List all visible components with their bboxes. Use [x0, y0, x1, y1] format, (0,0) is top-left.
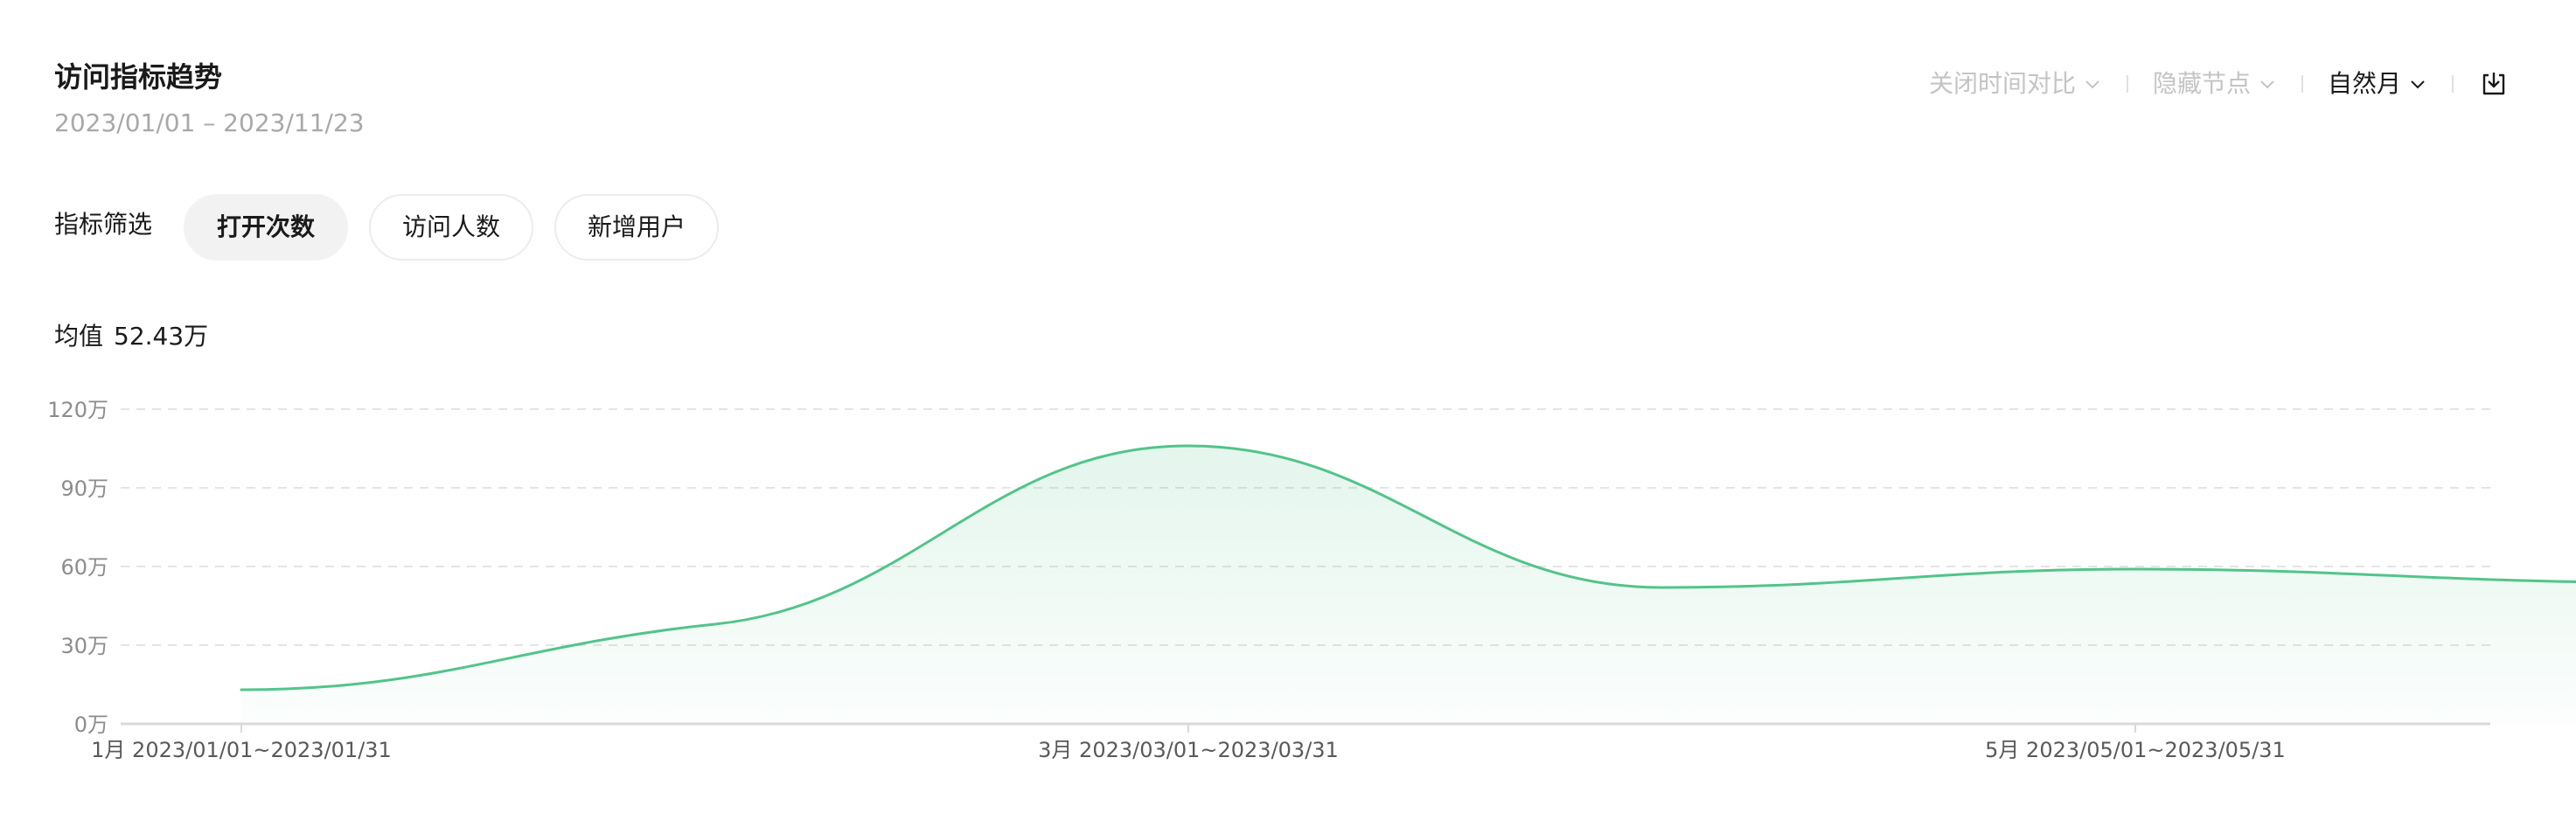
metric-filter-label: 指标筛选 — [54, 210, 153, 239]
y-tick-label: 0万 — [74, 712, 108, 737]
x-axis-ticks: 1月 2023/01/01~2023/01/31 3月 2023/03/01~20… — [91, 724, 2286, 762]
series-line — [240, 444, 2576, 692]
y-tick-label: 90万 — [60, 476, 108, 501]
download-button[interactable] — [2478, 68, 2510, 100]
y-tick-label: 30万 — [60, 634, 108, 658]
time-compare-dropdown[interactable]: 关闭时间对比 — [1929, 63, 2102, 105]
hide-nodes-dropdown[interactable]: 隐藏节点 — [2153, 63, 2277, 105]
x-tick-label: 5月 2023/05/01~2023/05/31 — [1985, 738, 2286, 762]
toolbar-divider — [2301, 75, 2303, 93]
metric-pill-new-users[interactable]: 新增用户 — [554, 194, 720, 261]
metric-pill-open-count[interactable]: 打开次数 — [184, 194, 349, 261]
metric-filter-group: 打开次数 访问人数 新增用户 — [184, 194, 720, 261]
page-title: 访问指标趋势 — [54, 60, 223, 94]
date-range: 2023/01/01 – 2023/11/23 — [54, 108, 365, 137]
chevron-down-icon — [2260, 80, 2274, 89]
chart-toolbar: 关闭时间对比 隐藏节点 自然月 — [1929, 63, 2510, 105]
series-area — [241, 446, 2576, 724]
toolbar-divider — [2126, 75, 2128, 93]
y-tick-label: 60万 — [60, 555, 108, 580]
mean-label: 均值 — [54, 322, 104, 351]
mean-summary: 均值 52.43万 — [54, 318, 208, 355]
granularity-dropdown[interactable]: 自然月 — [2328, 63, 2427, 105]
mean-value: 52.43万 — [114, 322, 209, 351]
metric-pill-visitors[interactable]: 访问人数 — [369, 194, 534, 261]
y-tick-label: 120万 — [47, 398, 108, 422]
time-compare-label: 关闭时间对比 — [1928, 69, 2076, 98]
granularity-label: 自然月 — [2327, 69, 2401, 98]
download-icon — [2482, 73, 2505, 95]
trend-line[interactable] — [240, 444, 2576, 692]
y-axis-ticks: 0万 30万 60万 90万 120万 — [47, 398, 108, 737]
toolbar-divider — [2452, 75, 2454, 93]
hide-nodes-label: 隐藏节点 — [2152, 69, 2251, 98]
chevron-down-icon — [2085, 80, 2099, 89]
chevron-down-icon — [2411, 80, 2425, 89]
x-tick-label: 1月 2023/01/01~2023/01/31 — [91, 738, 392, 762]
area-fill — [241, 446, 2576, 724]
x-tick-label: 3月 2023/03/01~2023/03/31 — [1038, 738, 1339, 762]
